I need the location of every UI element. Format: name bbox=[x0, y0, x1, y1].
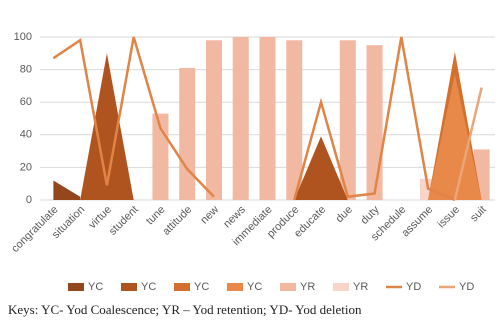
x-tick-label: attitude bbox=[160, 204, 194, 238]
x-tick-label: new bbox=[198, 204, 221, 227]
legend-label: YC bbox=[194, 281, 209, 293]
line bbox=[293, 36, 456, 202]
bar bbox=[286, 40, 303, 201]
bar bbox=[179, 67, 196, 200]
legend-swatch bbox=[280, 283, 296, 291]
legend-label: YR bbox=[300, 281, 315, 293]
x-tick-label: tune bbox=[144, 204, 168, 228]
legend-label: YR bbox=[353, 281, 368, 293]
legend-label: YC bbox=[141, 281, 156, 293]
legend-swatch bbox=[174, 283, 190, 291]
legend-label: YD bbox=[406, 281, 421, 293]
x-tick-label: duty bbox=[359, 203, 383, 227]
legend-swatch bbox=[227, 283, 243, 291]
legend-swatch bbox=[68, 283, 84, 291]
line bbox=[52, 36, 215, 198]
legend-swatch bbox=[121, 283, 137, 291]
x-tick-label: suit bbox=[468, 204, 489, 225]
area bbox=[53, 180, 81, 200]
x-tick-label: student bbox=[107, 204, 141, 238]
y-tick-label: 100 bbox=[14, 31, 32, 43]
bar bbox=[366, 45, 383, 201]
area bbox=[80, 53, 134, 200]
bar bbox=[259, 37, 276, 200]
y-tick-label: 80 bbox=[20, 64, 32, 76]
y-tick-label: 0 bbox=[26, 194, 32, 206]
bar bbox=[232, 37, 249, 200]
legend-swatch bbox=[333, 283, 349, 291]
x-tick-label: issue bbox=[435, 204, 462, 231]
bar bbox=[339, 40, 356, 201]
keys-note: Keys: YC- Yod Coalescence; YR – Yod rete… bbox=[8, 302, 362, 317]
bar bbox=[205, 40, 222, 201]
legend-label: YD bbox=[459, 281, 474, 293]
area bbox=[294, 136, 348, 200]
legend-label: YC bbox=[88, 281, 103, 293]
x-tick-label: due bbox=[334, 204, 355, 225]
y-tick-label: 20 bbox=[20, 161, 32, 173]
y-tick-label: 40 bbox=[20, 129, 32, 141]
area bbox=[428, 74, 482, 200]
y-tick-label: 60 bbox=[20, 96, 32, 108]
legend-label: YC bbox=[247, 281, 262, 293]
line bbox=[453, 87, 483, 201]
